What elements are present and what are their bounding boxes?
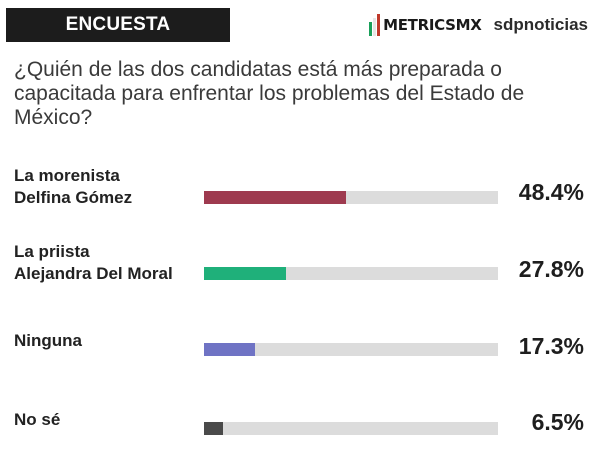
- category-label: La morenista Delfina Gómez: [14, 165, 132, 209]
- value-label: 6.5%: [531, 409, 584, 435]
- brand-logos: METRICSMX sdpnoticias: [369, 10, 588, 40]
- value-label: 17.3%: [518, 333, 584, 359]
- value-label: 48.4%: [518, 179, 584, 205]
- category-label-line: No sé: [14, 410, 61, 429]
- category-label-line: La priista: [14, 242, 90, 261]
- flag-icon: [369, 14, 381, 36]
- sdpnoticias-logo: sdpnoticias: [493, 15, 588, 34]
- metricsmx-logo-text: METRICSMX: [383, 16, 482, 34]
- category-label-line: Alejandra Del Moral: [14, 264, 173, 283]
- category-label: No sé: [14, 409, 60, 431]
- category-label: La priista Alejandra Del Moral: [14, 241, 173, 285]
- bar: [204, 343, 255, 356]
- bar: [204, 422, 224, 435]
- category-label-line: Delfina Gómez: [14, 188, 133, 207]
- category-label: Ninguna: [14, 330, 82, 352]
- category-label-line: La morenista: [14, 166, 120, 185]
- category-label-line: Ninguna: [14, 331, 82, 350]
- bar-track: [204, 422, 498, 435]
- survey-question: ¿Quién de las dos candidatas está más pr…: [14, 58, 525, 129]
- flag-stripe-green: [369, 22, 373, 36]
- bar-track: [204, 191, 498, 204]
- survey-badge: ENCUESTA METRICSMX: [6, 8, 230, 69]
- flag-stripe-white: [373, 18, 377, 36]
- flag-stripe-red: [377, 14, 381, 36]
- bar: [204, 191, 347, 204]
- value-label: 27.8%: [518, 256, 584, 282]
- bar-track: [204, 343, 498, 356]
- bar-track: [204, 267, 498, 280]
- bar: [204, 267, 286, 280]
- metricsmx-logo: METRICSMX: [369, 14, 482, 36]
